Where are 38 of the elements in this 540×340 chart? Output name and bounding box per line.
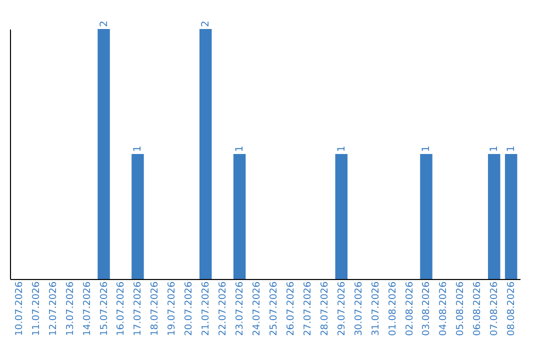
- x-tick-label: 01.08.2026: [387, 282, 398, 336]
- x-tick-label: 28.07.2026: [319, 282, 330, 336]
- x-tick-label: 12.07.2026: [48, 282, 59, 336]
- x-tick-label: 22.07.2026: [218, 282, 229, 336]
- x-tick-label: 26.07.2026: [285, 282, 296, 336]
- data-label: 1: [489, 146, 500, 152]
- x-tick-label: 15.07.2026: [98, 282, 110, 336]
- x-tick-label: 29.07.2026: [336, 282, 348, 336]
- x-tick-label: 19.07.2026: [166, 282, 178, 336]
- x-tick-label: 11.07.2026: [30, 282, 42, 336]
- x-tick-label: 02.08.2026: [404, 282, 416, 336]
- x-tick-label: 20.07.2026: [184, 282, 195, 336]
- x-tick-label: 16.07.2026: [116, 282, 127, 336]
- x-tick-label: 06.08.2026: [472, 282, 484, 336]
- data-label: 1: [421, 146, 432, 152]
- x-tick-label: 05.08.2026: [455, 282, 466, 336]
- data-label: 1: [234, 146, 246, 152]
- x-tick-label: 27.07.2026: [302, 282, 314, 336]
- x-tick-label: 30.07.2026: [353, 282, 364, 336]
- x-tick-label: 21.07.2026: [200, 282, 212, 336]
- x-tick-label: 31.07.2026: [370, 282, 382, 336]
- x-tick-label: 03.08.2026: [421, 282, 432, 336]
- x-tick-label: 25.07.2026: [268, 282, 280, 336]
- data-label: 2: [200, 20, 212, 27]
- x-tick-label: 23.07.2026: [234, 282, 246, 336]
- x-tick-label: 13.07.2026: [64, 282, 76, 336]
- data-label: 1: [336, 146, 348, 152]
- x-tick-label: 07.08.2026: [489, 282, 500, 336]
- x-tick-label: 18.07.2026: [150, 282, 161, 336]
- x-tick-label: 17.07.2026: [132, 282, 144, 336]
- x-tick-label: 08.08.2026: [506, 282, 518, 336]
- x-tick-label: 14.07.2026: [82, 282, 93, 336]
- data-label: 1: [506, 146, 518, 152]
- data-label: 2: [98, 20, 110, 27]
- x-tick-label: 10.07.2026: [14, 282, 25, 336]
- x-tick-label: 24.07.2026: [252, 282, 263, 336]
- data-label: 1: [132, 146, 144, 152]
- x-tick-label: 04.08.2026: [438, 282, 450, 336]
